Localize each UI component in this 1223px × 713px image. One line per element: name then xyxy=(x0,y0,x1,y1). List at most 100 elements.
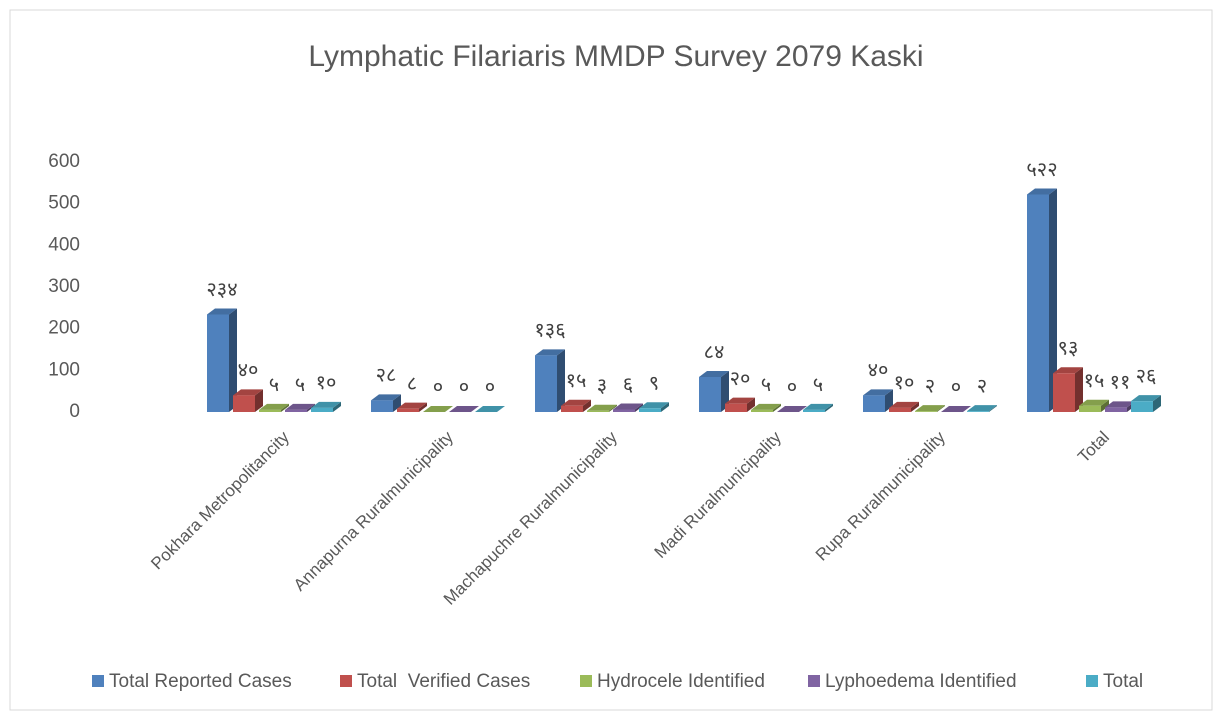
bar-top xyxy=(967,405,997,412)
legend-swatch xyxy=(92,675,104,687)
data-label: ८४ xyxy=(704,341,725,363)
bar-side xyxy=(825,403,833,412)
data-label: ६ xyxy=(623,374,633,396)
bar xyxy=(561,405,583,412)
bar-top xyxy=(1027,188,1057,195)
y-tick-label: 400 xyxy=(48,234,80,255)
bar xyxy=(259,409,281,412)
bar-top xyxy=(233,389,263,396)
legend-swatch xyxy=(1086,675,1098,687)
data-label: ३ xyxy=(597,375,607,397)
bar xyxy=(1105,407,1127,412)
y-tick-label: 100 xyxy=(48,359,80,380)
data-label: २८ xyxy=(376,365,397,387)
data-label: ९३ xyxy=(1058,338,1079,360)
data-label: १५ xyxy=(1084,370,1105,392)
bar xyxy=(889,407,911,412)
data-label: ० xyxy=(485,376,495,398)
bar xyxy=(1053,373,1075,412)
data-label: ० xyxy=(787,376,797,398)
bar-top xyxy=(285,403,315,410)
bar-side xyxy=(911,401,919,412)
bar-side xyxy=(635,403,643,412)
bar-top xyxy=(777,406,807,412)
bar-top xyxy=(475,406,505,412)
bar xyxy=(1079,405,1101,412)
bar-top xyxy=(803,403,833,410)
legend-label: Total Verified Cases xyxy=(357,671,530,692)
bar-side xyxy=(419,402,427,412)
bar-side xyxy=(609,404,617,412)
bar-top xyxy=(889,401,919,408)
bar-top xyxy=(725,397,755,404)
legend-label: Lyphoedema Identified xyxy=(825,671,1017,692)
data-label: ४० xyxy=(238,360,259,382)
y-tick-label: 300 xyxy=(48,276,80,297)
bar-side xyxy=(661,402,669,412)
bar-side xyxy=(721,371,729,412)
bar-side xyxy=(773,403,781,412)
bar xyxy=(397,408,419,412)
bar-top xyxy=(613,403,643,410)
chart-title: Lymphatic Filariaris MMDP Survey 2079 Ka… xyxy=(308,40,923,73)
bar-top xyxy=(863,389,893,396)
bar xyxy=(233,395,255,412)
bar xyxy=(915,411,937,412)
bar-side xyxy=(747,397,755,412)
bar-top xyxy=(1079,399,1109,406)
bar-side xyxy=(255,389,263,412)
bar-side xyxy=(989,405,997,412)
data-label: १० xyxy=(894,372,915,394)
bar-side xyxy=(229,308,237,412)
bar xyxy=(371,400,393,412)
bar xyxy=(587,410,609,412)
bar-side xyxy=(583,399,591,412)
data-label: ९ xyxy=(649,373,659,395)
data-label: २३४ xyxy=(206,279,237,301)
data-label: ५२२ xyxy=(1026,159,1057,181)
data-label: २ xyxy=(925,375,935,397)
bar-top xyxy=(941,406,971,412)
legend-label: Total xyxy=(1103,671,1143,692)
y-tick-label: 200 xyxy=(48,318,80,339)
bar-top xyxy=(1131,395,1161,402)
bar-top xyxy=(1105,401,1135,408)
bar-side xyxy=(1049,188,1057,412)
data-label: ४० xyxy=(868,360,889,382)
data-label: ८ xyxy=(407,373,417,395)
legend-label: Hydrocele Identified xyxy=(597,671,765,692)
bar-top xyxy=(699,371,729,377)
data-label: १५ xyxy=(566,370,587,392)
bar-top xyxy=(397,402,427,409)
bar-side xyxy=(281,403,289,412)
bar-top xyxy=(587,404,617,411)
bar-top xyxy=(259,403,289,410)
y-tick-label: 500 xyxy=(48,193,80,214)
bar-side xyxy=(1101,399,1109,412)
legend-swatch xyxy=(808,675,820,687)
data-label: २० xyxy=(730,368,751,390)
data-label: २ xyxy=(977,375,987,397)
bar-top xyxy=(639,402,669,409)
bar-top xyxy=(561,399,591,406)
legend-swatch xyxy=(340,675,352,687)
bar-side xyxy=(557,349,565,412)
data-label: ५ xyxy=(813,374,823,396)
data-label: ० xyxy=(951,376,961,398)
bar-top xyxy=(371,394,401,401)
y-tick-label: 600 xyxy=(48,151,80,172)
bar-top xyxy=(423,406,453,412)
data-label: ० xyxy=(459,376,469,398)
bar xyxy=(535,355,557,412)
bar xyxy=(725,403,747,412)
bar xyxy=(803,409,825,412)
data-label: ५ xyxy=(761,374,771,396)
bar xyxy=(751,409,773,412)
bar xyxy=(967,411,989,412)
data-label: ५ xyxy=(269,374,279,396)
y-tick-label: 0 xyxy=(69,401,80,422)
data-label: ५ xyxy=(295,374,305,396)
bar xyxy=(639,408,661,412)
bar xyxy=(1027,194,1049,412)
